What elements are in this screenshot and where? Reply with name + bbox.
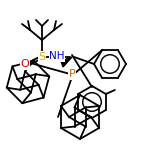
- Polygon shape: [61, 57, 72, 67]
- Text: NH: NH: [49, 51, 65, 61]
- Text: S: S: [38, 52, 46, 62]
- Text: O: O: [21, 59, 29, 69]
- Text: P: P: [69, 69, 75, 79]
